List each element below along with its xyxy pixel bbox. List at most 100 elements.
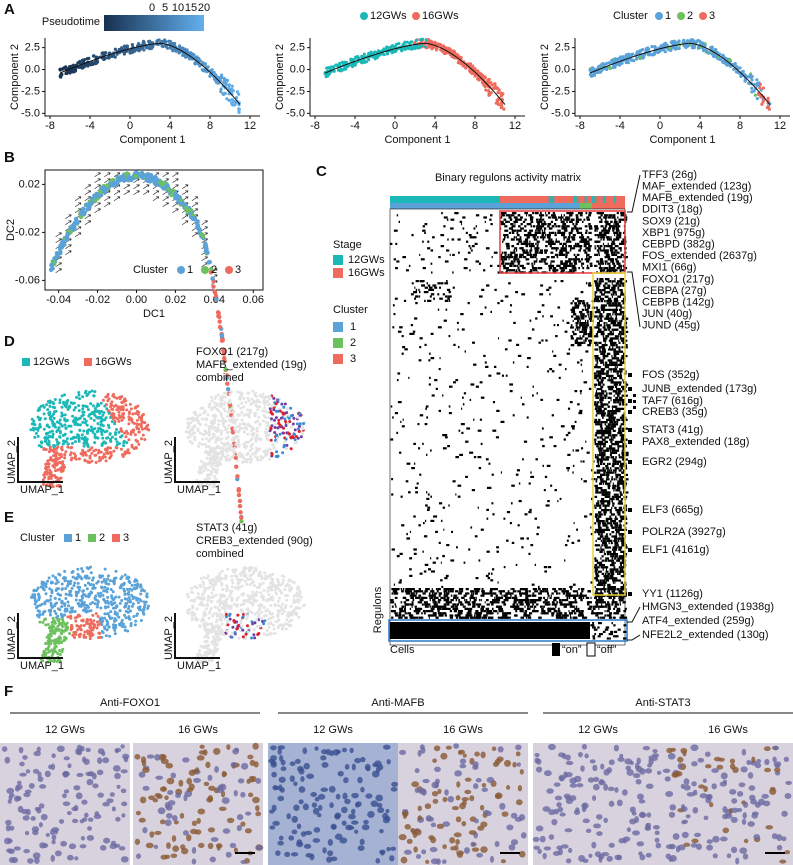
cell-on (603, 511, 605, 513)
cell-on (588, 223, 590, 225)
cell-on (621, 535, 623, 537)
x-tick-label: 0 (392, 120, 398, 132)
cell-on (464, 267, 468, 269)
point (181, 47, 184, 50)
cell-on (612, 309, 613, 311)
cell-on (618, 474, 621, 476)
point (605, 68, 608, 71)
cell-on (610, 454, 612, 456)
cell-on (619, 377, 621, 379)
cell-on (437, 282, 440, 284)
cell-on (600, 549, 604, 551)
cell-on (575, 243, 577, 245)
cell-on (600, 265, 601, 267)
cell-on (603, 355, 606, 357)
cell-on (597, 436, 599, 438)
cell-on (542, 427, 544, 429)
cell-on (572, 307, 574, 309)
x-tick-label: 8 (207, 120, 213, 132)
cell-on (605, 249, 608, 251)
cell-on (586, 241, 590, 243)
cell-on (519, 256, 522, 258)
cell-on (494, 289, 496, 291)
cell-on (615, 318, 617, 320)
cell-on (561, 227, 565, 229)
cell-on (425, 223, 428, 225)
cell-on (516, 269, 517, 271)
point (226, 387, 230, 391)
cell-on (601, 423, 602, 425)
cell-on (599, 267, 603, 269)
cell-on (610, 575, 613, 577)
cell-on (505, 267, 509, 269)
cell-on (545, 263, 548, 265)
cell-on (608, 434, 611, 436)
cell-on (580, 359, 582, 361)
cell-on (617, 487, 619, 489)
cell-on (413, 331, 415, 333)
cell-on (572, 247, 575, 249)
cell-on (595, 397, 599, 399)
cell-on (560, 219, 562, 221)
point (238, 504, 242, 508)
cell-on (510, 390, 513, 392)
cell-on (516, 236, 517, 238)
cell-on (532, 394, 534, 396)
cell-on (610, 315, 611, 317)
cell-on (521, 223, 523, 225)
cell-on (619, 430, 621, 432)
cell-on (604, 524, 608, 526)
cell-on (596, 489, 597, 491)
cell-on (580, 247, 582, 249)
point (589, 68, 592, 71)
cell-on (428, 289, 431, 291)
cell-on (544, 221, 546, 223)
cell-on (587, 307, 590, 309)
cell-on (598, 216, 601, 218)
cell-on (606, 579, 609, 581)
cell-on (595, 568, 598, 570)
cell-on (550, 265, 551, 267)
cell-on (596, 241, 598, 243)
cell-on (600, 579, 602, 581)
cell-on (439, 298, 443, 300)
cell-on (490, 311, 492, 313)
point (386, 52, 389, 55)
cell-on (573, 320, 574, 322)
cell-on (619, 566, 623, 568)
cell-on (600, 401, 603, 403)
point (419, 45, 422, 48)
cell-on (469, 452, 473, 454)
cell-on (469, 234, 472, 236)
cell-on (614, 553, 615, 555)
cell-on (457, 238, 460, 240)
cell-on (517, 260, 521, 262)
cell-on (595, 560, 598, 562)
cell-on (597, 249, 599, 251)
cell-on (564, 249, 568, 251)
cell-on (580, 241, 584, 243)
cell-on (517, 234, 520, 236)
cell-on (614, 309, 618, 311)
point (598, 65, 601, 68)
cell-on (577, 232, 581, 234)
arrow (75, 233, 81, 237)
cell-on (457, 322, 459, 324)
cell-on (594, 439, 596, 441)
cell-on (612, 527, 614, 529)
cell-on (397, 372, 400, 374)
cell-on (615, 518, 618, 520)
cell-on (517, 267, 519, 269)
cell-on (585, 340, 587, 342)
cell-on (605, 423, 607, 425)
cell-on (608, 227, 610, 229)
cell-on (512, 245, 514, 247)
cell-on (603, 540, 606, 542)
cell-on (413, 443, 416, 445)
cell-on (605, 535, 609, 537)
cell-on (602, 538, 606, 540)
cell-on (573, 238, 574, 240)
cell-on (605, 260, 608, 262)
cell-on (555, 225, 557, 227)
point (709, 46, 712, 49)
